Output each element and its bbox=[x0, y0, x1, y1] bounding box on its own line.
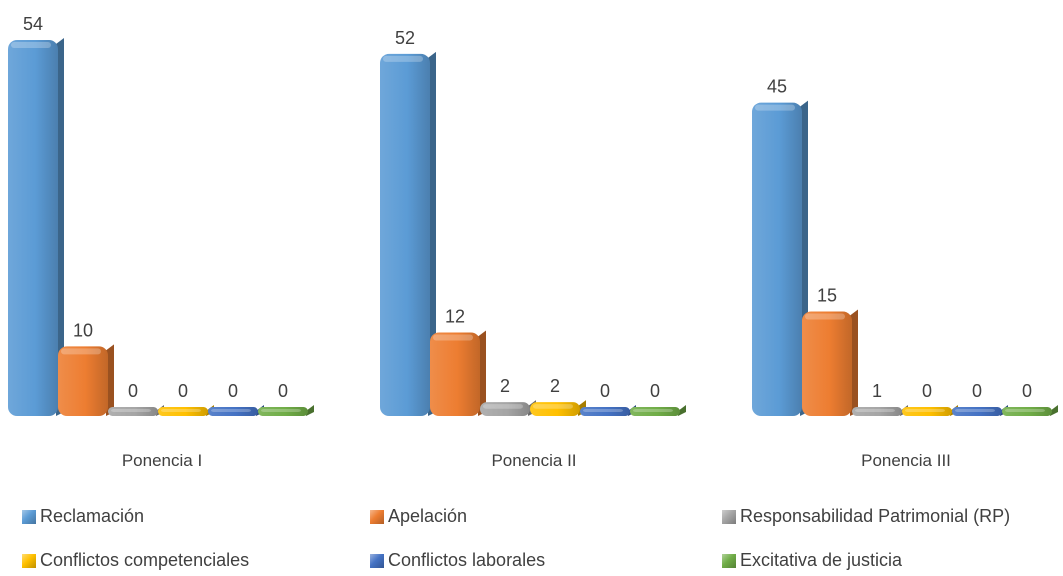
bar-conflictos-laborales-1 bbox=[580, 407, 630, 416]
bar-highlight-2-1 bbox=[483, 404, 523, 409]
data-label-1-2: 15 bbox=[817, 286, 837, 306]
legend-item-4: Conflictos laborales bbox=[370, 550, 545, 571]
data-label-2-2: 1 bbox=[872, 381, 882, 401]
bar-highlight-3-1 bbox=[533, 404, 573, 409]
legend-label-2: Responsabilidad Patrimonial (RP) bbox=[740, 506, 1011, 526]
legend-label-4: Conflictos laborales bbox=[388, 550, 546, 570]
legend-label-3: Conflictos competenciales bbox=[40, 550, 250, 570]
legend-swatch-2 bbox=[722, 509, 736, 524]
legend-swatch-5 bbox=[722, 553, 736, 568]
data-label-4-1: 0 bbox=[600, 381, 610, 401]
data-label-4-2: 0 bbox=[972, 381, 982, 401]
legend-item-3: Conflictos competenciales bbox=[22, 550, 249, 571]
bar-highlight-5-1 bbox=[633, 409, 673, 412]
bar-apelaci-n-2 bbox=[802, 311, 852, 416]
data-label-5-0: 0 bbox=[278, 381, 288, 401]
data-label-1-0: 10 bbox=[73, 320, 93, 340]
bar-highlight-0-1 bbox=[383, 55, 423, 62]
bar-responsabilidad-patrimonial-rp--1 bbox=[480, 402, 530, 416]
bar-highlight-0-2 bbox=[755, 104, 795, 111]
bar-side-5-0 bbox=[306, 405, 314, 416]
legend-label-1: Apelación bbox=[388, 506, 468, 526]
bar-apelaci-n-0 bbox=[58, 346, 108, 416]
legend-item-0: Reclamación bbox=[22, 506, 144, 527]
legend-label-5: Excitativa de justicia bbox=[740, 550, 903, 570]
bar-highlight-0-0 bbox=[11, 42, 51, 48]
data-label-2-1: 2 bbox=[500, 376, 510, 396]
bar-reclamaci-n-2 bbox=[752, 102, 802, 417]
bar-conflictos-competenciales-0 bbox=[158, 407, 208, 416]
data-label-3-0: 0 bbox=[178, 381, 188, 401]
bar-highlight-5-2 bbox=[1005, 409, 1045, 412]
data-label-5-1: 0 bbox=[650, 381, 660, 401]
bar-highlight-2-0 bbox=[111, 409, 151, 412]
data-label-0-2: 45 bbox=[767, 77, 787, 97]
bar-side-5-1 bbox=[678, 405, 686, 416]
bar-highlight-5-0 bbox=[261, 409, 301, 412]
data-label-3-1: 2 bbox=[550, 376, 560, 396]
legend-swatch-0 bbox=[22, 509, 36, 524]
bar-conflictos-laborales-0 bbox=[208, 407, 258, 416]
bar-reclamaci-n-0 bbox=[8, 40, 58, 416]
bar-highlight-3-2 bbox=[905, 409, 945, 412]
bar-highlight-4-0 bbox=[211, 409, 251, 412]
data-label-3-2: 0 bbox=[922, 381, 932, 401]
legend-label-0: Reclamación bbox=[40, 506, 145, 526]
bar-highlight-1-2 bbox=[805, 313, 845, 320]
data-label-0-0: 54 bbox=[23, 14, 43, 34]
bar-excitativa-de-justicia-1 bbox=[630, 407, 680, 416]
legend-swatch-1 bbox=[370, 509, 384, 524]
legend-item-1: Apelación bbox=[370, 506, 467, 527]
bar-highlight-1-1 bbox=[433, 334, 473, 341]
bar-excitativa-de-justicia-2 bbox=[1002, 407, 1052, 416]
bar-highlight-1-0 bbox=[61, 348, 101, 355]
bars-layer bbox=[8, 38, 1058, 417]
bar-responsabilidad-patrimonial-rp--0 bbox=[108, 407, 158, 416]
data-label-1-1: 12 bbox=[445, 306, 465, 326]
legend: Reclamación Apelación Responsabilidad Patr… bbox=[0, 498, 1063, 576]
category-label-2: Ponencia III bbox=[861, 451, 951, 470]
data-label-5-2: 0 bbox=[1022, 381, 1032, 401]
bar-highlight-3-0 bbox=[161, 409, 201, 412]
data-label-0-1: 52 bbox=[395, 28, 415, 48]
bar-conflictos-competenciales-1 bbox=[530, 402, 580, 416]
bar-highlight-2-2 bbox=[855, 409, 895, 412]
category-label-0: Ponencia I bbox=[122, 451, 202, 470]
bar-side-5-2 bbox=[1050, 405, 1058, 416]
bar-excitativa-de-justicia-0 bbox=[258, 407, 308, 416]
legend-item-2: Responsabilidad Patrimonial (RP) bbox=[722, 506, 1010, 527]
legend-item-5: Excitativa de justicia bbox=[722, 550, 902, 571]
bar-conflictos-competenciales-2 bbox=[902, 407, 952, 416]
bar-conflictos-laborales-2 bbox=[952, 407, 1002, 416]
bar-apelaci-n-1 bbox=[430, 332, 480, 416]
bar-responsabilidad-patrimonial-rp--2 bbox=[852, 407, 902, 416]
bar-reclamaci-n-1 bbox=[380, 53, 430, 416]
category-axis: Ponencia I Ponencia II Ponencia III bbox=[122, 451, 951, 470]
category-label-1: Ponencia II bbox=[491, 451, 576, 470]
legend-swatch-3 bbox=[22, 553, 36, 568]
data-label-2-0: 0 bbox=[128, 381, 138, 401]
legend-swatch-4 bbox=[370, 553, 384, 568]
bar-highlight-4-2 bbox=[955, 409, 995, 412]
data-label-4-0: 0 bbox=[228, 381, 238, 401]
bar-highlight-4-1 bbox=[583, 409, 623, 412]
